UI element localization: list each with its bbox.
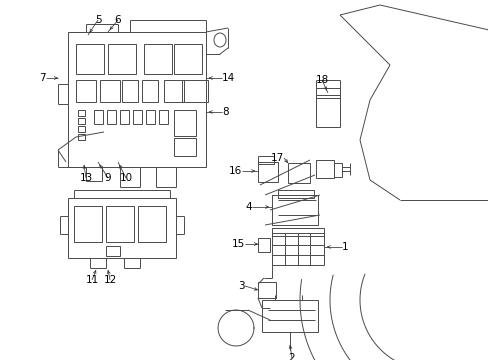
Bar xyxy=(315,88,339,98)
Bar xyxy=(76,80,96,102)
Text: 6: 6 xyxy=(115,15,121,25)
Bar xyxy=(94,110,103,124)
Bar xyxy=(143,44,172,74)
Bar xyxy=(122,80,138,102)
Text: 15: 15 xyxy=(231,239,244,249)
Bar xyxy=(163,80,183,102)
Bar xyxy=(74,206,102,242)
Bar xyxy=(258,282,275,298)
Bar xyxy=(78,126,85,132)
Bar xyxy=(315,95,339,127)
Bar xyxy=(258,156,273,164)
Bar xyxy=(106,246,120,256)
Text: 11: 11 xyxy=(85,275,99,285)
Bar xyxy=(182,80,207,102)
Text: 12: 12 xyxy=(103,275,116,285)
Bar xyxy=(262,300,317,332)
Text: 14: 14 xyxy=(222,73,235,83)
Bar xyxy=(174,138,196,156)
Text: 10: 10 xyxy=(119,173,132,183)
Bar xyxy=(120,110,129,124)
Text: 1: 1 xyxy=(341,242,348,252)
Bar xyxy=(278,190,313,198)
Bar xyxy=(258,238,269,252)
Bar xyxy=(287,163,309,183)
Text: 8: 8 xyxy=(222,107,228,117)
Bar xyxy=(258,162,278,182)
Text: 9: 9 xyxy=(104,173,111,183)
Bar xyxy=(107,110,116,124)
Bar xyxy=(174,110,196,136)
Bar xyxy=(142,80,158,102)
Bar xyxy=(138,206,165,242)
Bar xyxy=(159,110,168,124)
Bar xyxy=(315,160,333,178)
Bar xyxy=(271,195,317,225)
Bar xyxy=(78,134,85,140)
Text: 3: 3 xyxy=(238,281,244,291)
Text: 2: 2 xyxy=(288,353,295,360)
Bar xyxy=(146,110,155,124)
Bar xyxy=(100,80,120,102)
Text: 18: 18 xyxy=(315,75,328,85)
Text: 7: 7 xyxy=(40,73,46,83)
Bar xyxy=(271,228,324,236)
Bar xyxy=(333,163,341,177)
Bar xyxy=(78,110,85,116)
Bar xyxy=(106,206,134,242)
Bar xyxy=(271,233,324,265)
Text: 5: 5 xyxy=(95,15,101,25)
Text: 17: 17 xyxy=(270,153,284,163)
Bar xyxy=(133,110,142,124)
Text: 16: 16 xyxy=(228,166,242,176)
Bar xyxy=(68,32,205,167)
Text: 4: 4 xyxy=(245,202,251,212)
Text: 13: 13 xyxy=(79,173,92,183)
Bar xyxy=(108,44,136,74)
Bar xyxy=(76,44,104,74)
Bar xyxy=(78,118,85,124)
Bar xyxy=(68,198,176,258)
Bar xyxy=(174,44,202,74)
